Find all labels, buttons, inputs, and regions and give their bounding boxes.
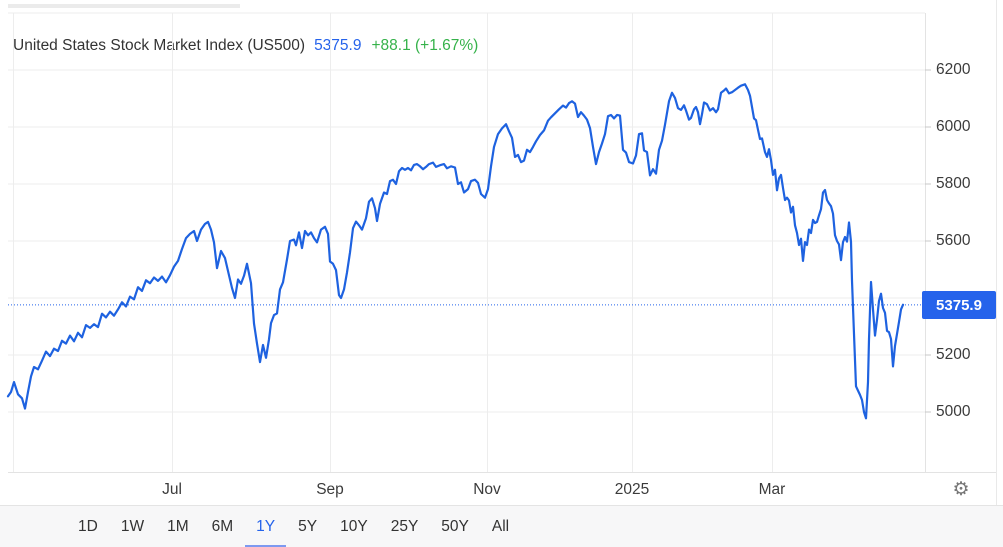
x-axis-tick-label-Nov: Nov (473, 481, 501, 498)
range-button-50Y[interactable]: 50Y (430, 506, 480, 547)
range-button-25Y[interactable]: 25Y (380, 506, 430, 547)
chart-header: United States Stock Market Index (US500)… (13, 37, 478, 55)
range-button-All[interactable]: All (481, 506, 520, 547)
range-button-group: 1D 1W 1M 6M 1Y 5Y 10Y 25Y 50Y All (67, 506, 520, 547)
current-price-badge: 5375.9 (922, 291, 996, 319)
price-change-value: +88.1 (+1.67%) (371, 37, 479, 54)
y-axis-tick-label: 5000 (936, 403, 971, 420)
range-button-1Y[interactable]: 1Y (245, 506, 286, 547)
range-button-10Y[interactable]: 10Y (329, 506, 379, 547)
y-axis-tick-label: 6000 (936, 118, 971, 135)
y-axis-tick-label: 5600 (936, 232, 971, 249)
range-button-1M[interactable]: 1M (156, 506, 200, 547)
right-edge-divider (996, 0, 997, 547)
y-axis-tick-label: 6200 (936, 61, 971, 78)
page-title: United States Stock Market Index (US500) (13, 37, 306, 54)
range-button-5Y[interactable]: 5Y (287, 506, 328, 547)
x-axis-tick-label-Mar: Mar (758, 481, 786, 498)
range-button-6M[interactable]: 6M (201, 506, 245, 547)
time-range-toolbar: 1D 1W 1M 6M 1Y 5Y 10Y 25Y 50Y All (0, 505, 1003, 547)
y-axis-tick-label: 5200 (936, 346, 971, 363)
range-button-1D[interactable]: 1D (67, 506, 109, 547)
x-axis-tick-label-Jul: Jul (162, 481, 182, 498)
x-axis-tick-label-Sep: Sep (316, 481, 344, 498)
x-axis-tick-label-2025: 2025 (614, 481, 650, 498)
y-axis-tick-label: 5800 (936, 175, 971, 192)
chart-settings-gear-icon[interactable]: ⚙ (952, 478, 970, 500)
price-chart-plot[interactable] (0, 0, 1003, 505)
last-price-value: 5375.9 (314, 37, 362, 54)
top-divider-bar (8, 4, 240, 8)
range-button-1W[interactable]: 1W (110, 506, 155, 547)
price-line-path (6, 83, 905, 420)
